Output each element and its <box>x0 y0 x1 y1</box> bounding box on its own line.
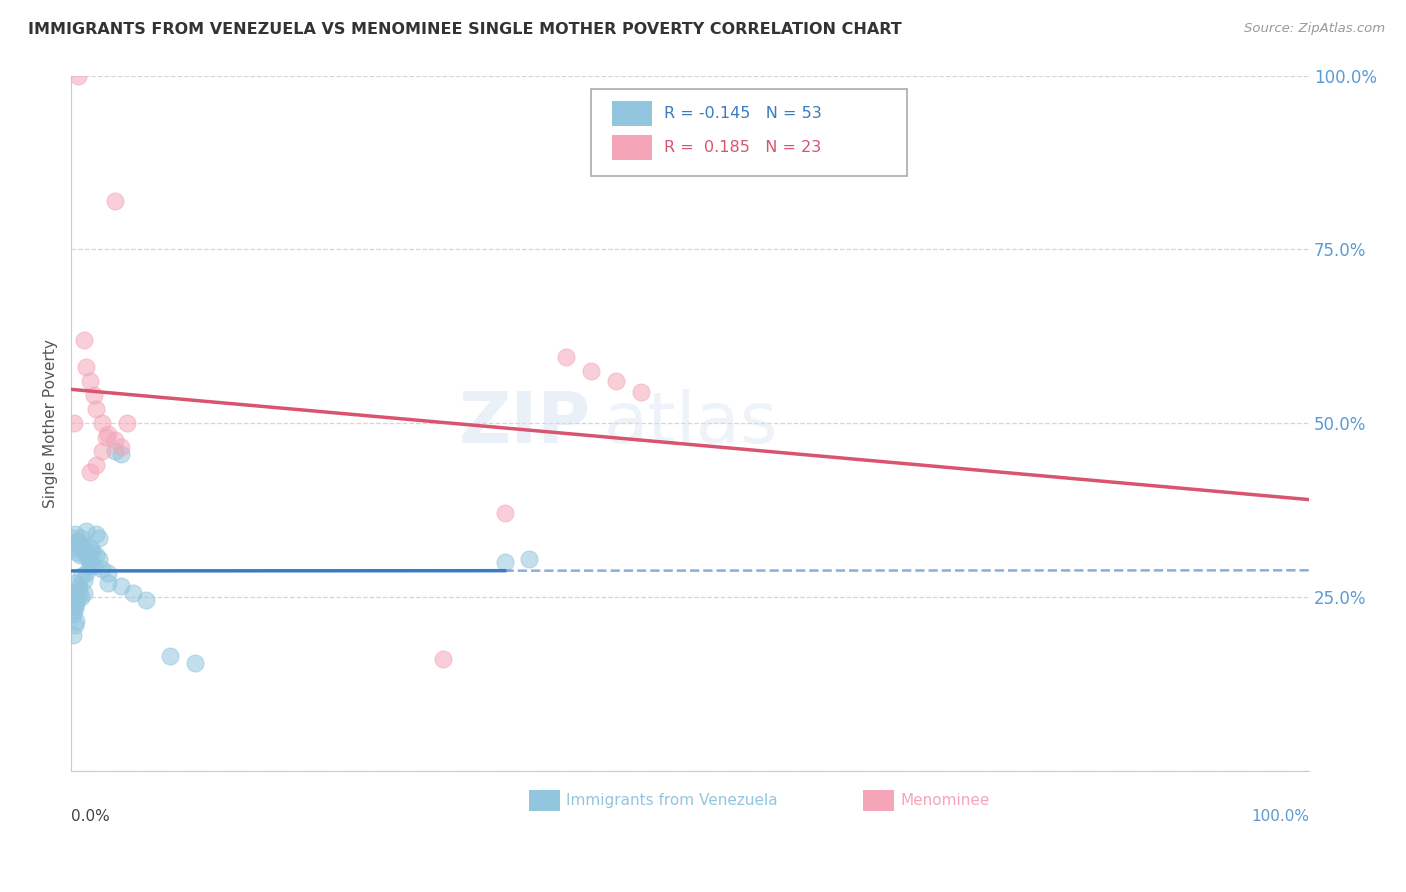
Point <box>555 350 578 364</box>
Point <box>82 545 104 559</box>
Point <box>184 656 207 670</box>
Point <box>73 548 96 562</box>
Point <box>77 551 100 566</box>
Point <box>66 590 89 604</box>
Text: R = -0.145   N = 53: R = -0.145 N = 53 <box>664 106 823 121</box>
Point <box>630 384 652 399</box>
Bar <box>612 136 652 161</box>
Bar <box>612 101 652 127</box>
Point <box>79 465 101 479</box>
Point <box>91 444 114 458</box>
Point <box>72 538 94 552</box>
Point <box>75 566 97 580</box>
Point <box>494 555 516 569</box>
Point <box>76 545 98 559</box>
Point <box>494 507 516 521</box>
Point <box>135 593 157 607</box>
Point <box>87 531 110 545</box>
Point <box>104 194 127 208</box>
Point <box>73 333 96 347</box>
Point <box>73 541 96 556</box>
Point <box>94 430 117 444</box>
Point <box>84 527 107 541</box>
Point <box>97 576 120 591</box>
Point <box>91 562 114 576</box>
Point <box>97 426 120 441</box>
Point <box>70 569 93 583</box>
Point <box>62 541 84 556</box>
Point <box>73 586 96 600</box>
Y-axis label: Single Mother Poverty: Single Mother Poverty <box>44 339 58 508</box>
Point <box>110 447 132 461</box>
Point <box>104 444 127 458</box>
Point <box>69 548 91 562</box>
Point <box>66 69 89 83</box>
Text: 100.0%: 100.0% <box>1251 809 1309 824</box>
Point <box>67 579 90 593</box>
Point <box>65 545 87 559</box>
Point <box>79 375 101 389</box>
Point <box>73 573 96 587</box>
Point <box>63 600 86 615</box>
Point <box>110 441 132 455</box>
Text: atlas: atlas <box>603 389 778 458</box>
Point <box>65 597 87 611</box>
Point <box>122 586 145 600</box>
Text: Menominee: Menominee <box>901 793 990 808</box>
Text: 0.0%: 0.0% <box>72 809 110 824</box>
FancyBboxPatch shape <box>591 89 907 177</box>
Point <box>62 531 84 545</box>
Point <box>65 614 87 628</box>
Point <box>80 541 103 556</box>
Point <box>84 458 107 472</box>
Text: ZIP: ZIP <box>458 389 591 458</box>
Point <box>62 416 84 430</box>
Text: R =  0.185   N = 23: R = 0.185 N = 23 <box>664 140 821 155</box>
Point <box>75 360 97 375</box>
Text: Immigrants from Venezuela: Immigrants from Venezuela <box>567 793 778 808</box>
Point <box>63 576 86 591</box>
Point <box>87 551 110 566</box>
Point <box>62 607 84 622</box>
Text: IMMIGRANTS FROM VENEZUELA VS MENOMINEE SINGLE MOTHER POVERTY CORRELATION CHART: IMMIGRANTS FROM VENEZUELA VS MENOMINEE S… <box>28 22 901 37</box>
Point <box>63 527 86 541</box>
Point <box>62 604 84 618</box>
Point <box>115 416 138 430</box>
Point <box>70 590 93 604</box>
Point <box>84 402 107 417</box>
Point <box>63 617 86 632</box>
Point <box>66 534 89 549</box>
Point <box>159 648 181 663</box>
Point <box>83 558 105 573</box>
Bar <box>863 790 894 811</box>
Point <box>579 364 602 378</box>
Text: Source: ZipAtlas.com: Source: ZipAtlas.com <box>1244 22 1385 36</box>
Point <box>605 375 627 389</box>
Point <box>517 551 540 566</box>
Point <box>75 524 97 538</box>
Point <box>83 388 105 402</box>
Point <box>432 652 454 666</box>
Bar <box>529 790 560 811</box>
Point <box>104 434 127 448</box>
Point <box>62 628 84 642</box>
Point <box>79 558 101 573</box>
Point <box>70 531 93 545</box>
Point <box>67 582 90 597</box>
Point <box>62 593 84 607</box>
Point <box>79 555 101 569</box>
Point <box>63 586 86 600</box>
Point <box>67 538 90 552</box>
Point <box>110 579 132 593</box>
Point <box>97 566 120 580</box>
Point <box>91 416 114 430</box>
Point <box>84 548 107 562</box>
